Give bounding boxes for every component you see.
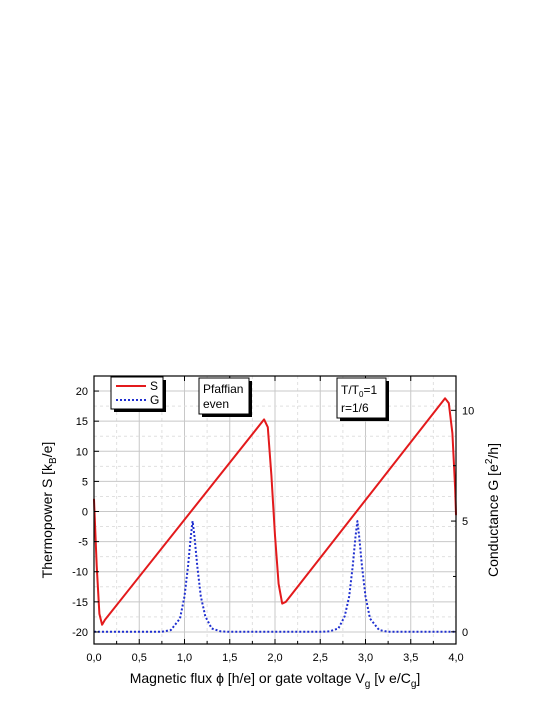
y-left-tick-label: 15 <box>76 416 88 428</box>
x-axis-title-sub1: g <box>365 679 371 690</box>
annotation-pfaffian-line2: even <box>203 397 229 411</box>
y-right-axis-title-end: /h] <box>485 443 501 459</box>
y-left-tick-label: 0 <box>82 507 88 519</box>
x-axis-title-sub2: g <box>411 679 417 690</box>
x-tick-label: 1,5 <box>222 652 237 664</box>
x-tick-label: 1,0 <box>177 652 192 664</box>
annotation-params-line1: T/T0=1 <box>341 383 377 399</box>
x-tick-label: 0,5 <box>132 652 147 664</box>
data-series <box>93 397 457 633</box>
y-left-axis-title-end: /e] <box>39 442 55 458</box>
y-axis-left: -20 -15 -10 -5 0 5 10 15 20 <box>72 386 99 639</box>
x-tick-label: 3,0 <box>358 652 373 664</box>
legend-label-s: S <box>150 379 158 393</box>
x-tick-label: 4,0 <box>448 652 463 664</box>
y-left-axis-title: Thermopower S [kB/e] <box>39 442 59 579</box>
x-axis-title-end: ] <box>416 670 420 686</box>
y-right-tick-label: 0 <box>462 627 468 639</box>
x-tick-label: 3,5 <box>403 652 418 664</box>
annotation-params-prefix: T/T <box>341 383 360 397</box>
legend-box <box>110 376 164 410</box>
y-axis-right: 0 5 10 <box>451 405 474 639</box>
annotation-params-box <box>336 377 387 419</box>
annotation-params-line2: r=1/6 <box>341 401 369 415</box>
annotation-params: T/T0=1 r=1/6 <box>336 377 389 421</box>
y-left-axis-title-main: Thermopower S [k <box>39 463 55 578</box>
series-line-s <box>93 397 457 626</box>
y-left-tick-label: 20 <box>76 386 88 398</box>
y-left-tick-label: 5 <box>82 476 88 488</box>
annotation-params-sub: 0 <box>359 390 364 399</box>
annotation-params-suffix: =1 <box>363 383 377 397</box>
y-right-axis-title: Conductance G [e2/h] <box>484 443 501 577</box>
y-right-axis-title-main: Conductance G [e <box>485 464 501 577</box>
series-line-g <box>94 520 456 633</box>
x-axis-title-mid: [ν e/C <box>370 670 410 686</box>
legend: S G <box>110 376 166 412</box>
annotation-pfaffian-box <box>198 377 250 415</box>
y-right-tick-label: 10 <box>462 405 474 417</box>
x-tick-label: 0,0 <box>86 652 101 664</box>
y-right-tick-label: 5 <box>462 516 468 528</box>
y-left-tick-label: -20 <box>72 627 88 639</box>
annotation-pfaffian-line1: Pfaffian <box>203 382 243 396</box>
x-axis-title: Magnetic flux ϕ [h/e] or gate voltage Vg… <box>130 670 421 690</box>
y-left-axis-title-sub: B <box>48 457 59 464</box>
grid <box>93 376 457 644</box>
x-tick-label: 2,0 <box>267 652 282 664</box>
y-left-tick-label: -5 <box>78 537 88 549</box>
legend-label-g: G <box>150 393 159 407</box>
y-left-tick-label: -10 <box>72 567 88 579</box>
x-axis-title-main: Magnetic flux ϕ [h/e] or gate voltage V <box>130 670 366 686</box>
y-left-tick-label: -15 <box>72 597 88 609</box>
annotation-pfaffian: Pfaffian even <box>198 377 252 417</box>
x-tick-label: 2,5 <box>313 652 328 664</box>
y-left-tick-label: 10 <box>76 446 88 458</box>
y-right-axis-title-sup: 2 <box>484 458 495 464</box>
